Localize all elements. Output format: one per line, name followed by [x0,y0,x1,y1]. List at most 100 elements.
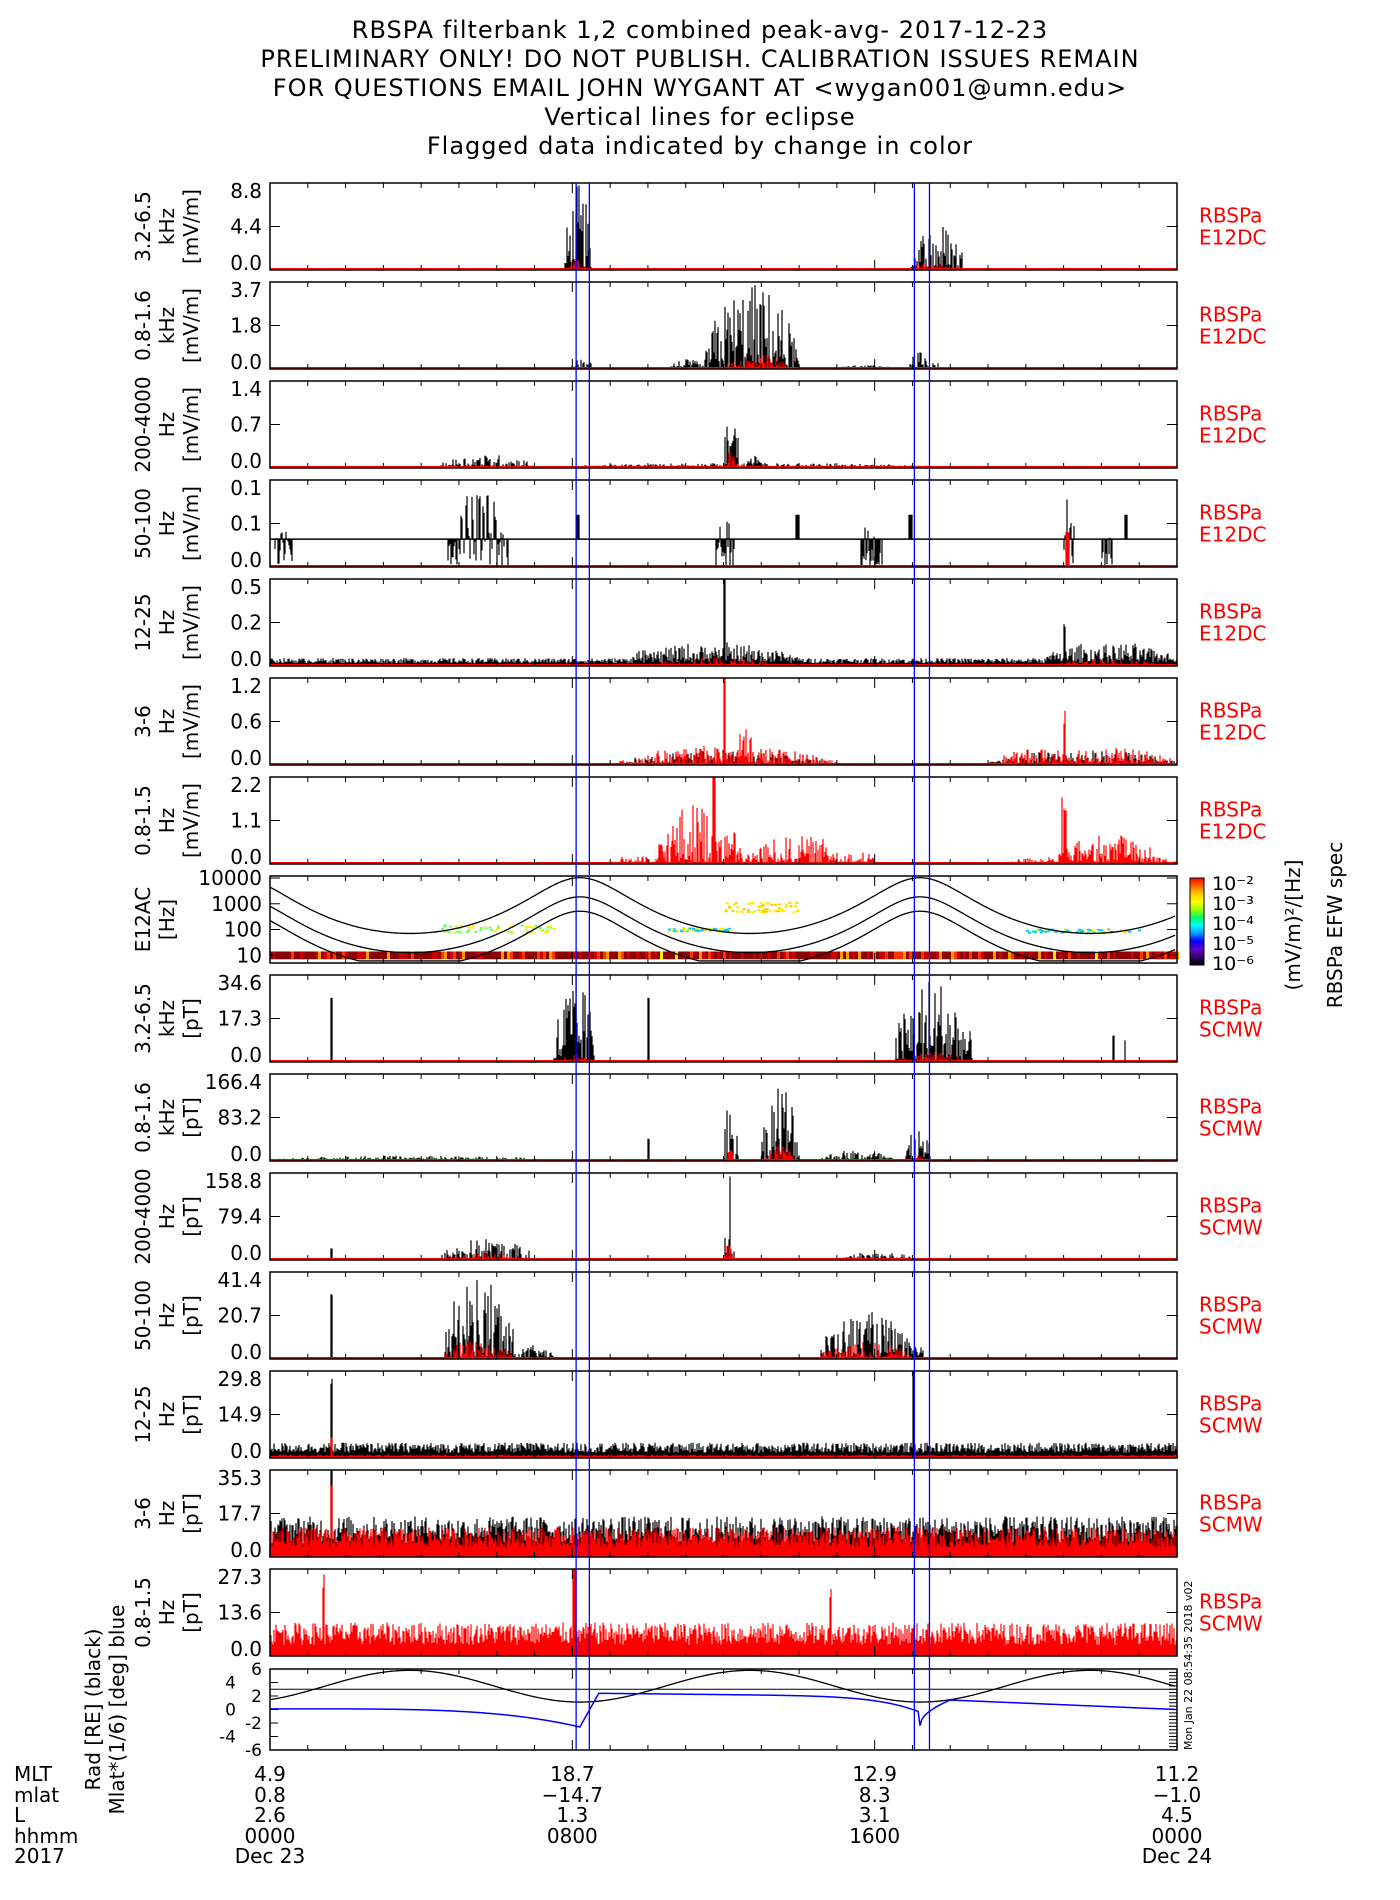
spectrogram-cell [696,930,700,933]
y-tick-label: 0.0 [230,350,262,374]
spectrogram-cell [719,927,723,930]
y-tick-label: 0.0 [230,1439,262,1463]
title-line: Flagged data indicated by change in colo… [426,132,974,160]
spectrogram-cell [548,925,552,928]
spectrogram-cell [411,951,414,960]
spectrogram-cell [348,951,351,960]
spectrogram-cell [528,951,531,960]
spectrogram-cell [681,928,685,931]
spectrogram-cell [1113,951,1116,960]
spectrogram-cell [1110,951,1113,960]
y-tick-label: -2 [245,1714,262,1734]
spectrogram-cell [372,951,375,960]
instrument-label: RBSPa [1199,798,1262,822]
spectrogram-cell [600,951,603,960]
spectrogram-cell [327,951,330,960]
spectrogram-cell [773,909,777,912]
spectrogram-cell [648,951,651,960]
spectrogram-cell [753,910,757,913]
spectrogram-cell [795,910,799,913]
spectrogram-cell [757,908,761,911]
panel-frame [269,875,1178,964]
y-tick-label: 29.8 [217,1367,262,1391]
spectrogram-cell [885,951,888,960]
spectrogram-cell [1086,928,1090,931]
spectrogram-cell [768,951,771,960]
spectrogram-cell [774,951,777,960]
spectrogram-cell [1079,929,1083,932]
y-tick-label: -6 [245,1741,262,1761]
spectrogram-cell [777,910,781,913]
spectrogram-cell [789,951,792,960]
spectrogram-cell [879,951,882,960]
spectrogram-cell [760,906,764,909]
instrument-label: SCMW [1199,1018,1263,1042]
spectrogram-cell [996,951,999,960]
y-tick-label: 2.2 [230,773,262,797]
spectrogram-cell [783,951,786,960]
spectrogram-cell [462,951,465,960]
series-peak-trace [269,426,1178,468]
spectrogram-cell [494,930,498,933]
spectrogram-cell [867,951,870,960]
spectrogram-cell [762,951,765,960]
spectrogram-cell [492,951,495,960]
spectrogram-cell [351,951,354,960]
spectrogram-cell [673,929,677,932]
spectrogram-cell [822,951,825,960]
spectrogram-cell [470,926,474,929]
spectrogram-cell [558,951,561,960]
spectrogram-cell [511,931,515,934]
spectrogram-cell [960,951,963,960]
spectrogram-cell [692,927,696,930]
y-axis-label: Hz [155,1303,179,1329]
panel-frame [269,281,1178,370]
spectrogram-cell [1074,951,1077,960]
spectrogram-cell [683,929,687,932]
spectrogram-cell [724,910,728,913]
spectrogram-cell [762,904,766,907]
frequency-curve-fce-high [269,877,1176,935]
spectrogram-cell [792,911,796,914]
spectrogram-cell [393,951,396,960]
spectrogram-cell [1029,931,1033,934]
y-tick-label: 4.4 [230,215,262,239]
spectrogram-cell [498,951,501,960]
spectrogram-cell [1107,929,1111,932]
spectrogram-cell [813,951,816,960]
spectrogram-cell [420,951,423,960]
spectrogram-cell [912,951,915,960]
spectrogram-cell [969,951,972,960]
spectrogram-cell [531,926,535,929]
spectrogram-cell [537,951,540,960]
spectrogram-cell [321,951,324,960]
spectrogram-cell [1077,951,1080,960]
y-axis-label: Hz [155,1600,179,1626]
spectrogram-cell [696,951,699,960]
spectrogram-cell [843,951,846,960]
spectrogram-cell [1161,951,1164,960]
y-tick-label: 0.0 [230,1241,262,1265]
y-axis-label: [mV/m] [179,486,203,561]
spectrogram-cell [1103,930,1107,933]
spectrogram-cell [1026,951,1029,960]
spectrogram-cell [690,928,694,931]
spectrogram-cell [342,951,345,960]
spectrogram-cell [1092,951,1095,960]
y-axis-label: [mV/m] [179,585,203,660]
spectrogram-cell [924,951,927,960]
spectrogram-cell [561,951,564,960]
y-axis-label: [mV/m] [179,189,203,264]
spectrogram-cell [933,951,936,960]
y-axis-label: [pT] [179,1394,203,1435]
instrument-label: SCMW [1199,1414,1263,1438]
spectrogram-cell [725,902,729,905]
spectrogram-cell [544,931,548,934]
y-tick-label: 0.5 [230,575,262,599]
spectrogram-cell [1086,951,1089,960]
y-tick-label: 0.1 [230,476,262,500]
y-tick-label: 17.7 [217,1502,262,1526]
spectrogram-cell [570,951,573,960]
spectrogram-cell [891,951,894,960]
spectrogram-cell [525,951,528,960]
